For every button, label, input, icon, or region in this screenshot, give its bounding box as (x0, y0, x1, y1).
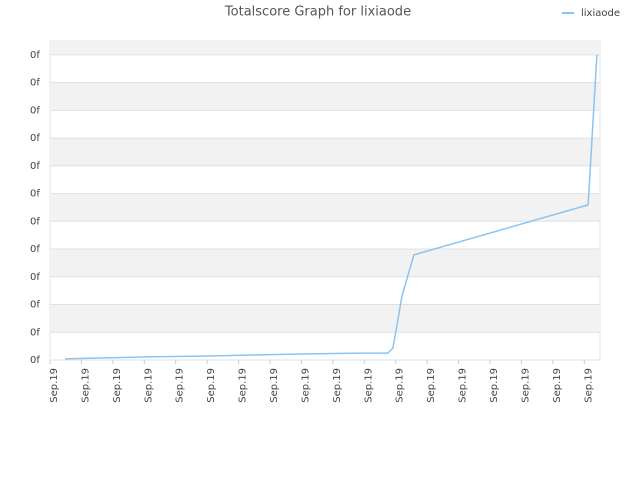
grid-band (50, 249, 600, 277)
grid-band (50, 193, 600, 222)
x-tick-label: Sep.19 (458, 368, 469, 403)
y-tick-label: 0f (30, 105, 40, 116)
x-tick-label: Sep.19 (80, 368, 91, 403)
x-tick-label: Sep.19 (363, 368, 374, 403)
y-tick-label: 0f (30, 355, 40, 366)
x-tick-label: Sep.19 (269, 368, 280, 403)
x-tick-label: Sep.19 (332, 368, 343, 403)
x-tick-label: Sep.19 (489, 368, 500, 403)
y-tick-label: 0f (30, 300, 40, 311)
x-tick-label: Sep.19 (112, 368, 123, 403)
legend-label: lixiaode (581, 8, 620, 19)
y-tick-label: 0f (30, 244, 40, 255)
chart-title: Totalscore Graph for lixiaode (224, 5, 411, 20)
x-tick-label: Sep.19 (520, 368, 531, 403)
x-tick-label: Sep.19 (206, 368, 217, 403)
x-tick-label: Sep.19 (238, 368, 249, 403)
y-tick-label: 0f (30, 50, 40, 61)
data-line (65, 55, 598, 360)
x-tick-label: Sep.19 (49, 368, 60, 403)
x-tick-label: Sep.19 (552, 368, 563, 403)
y-tick-label: 0f (30, 189, 40, 200)
y-tick-label: 0f (30, 272, 40, 283)
grid-band (50, 304, 600, 333)
y-tick-label: 0f (30, 216, 40, 227)
grid-band (50, 41, 600, 55)
x-tick-label: Sep.19 (300, 368, 311, 403)
x-tick-label: Sep.19 (175, 368, 186, 403)
x-tick-label: Sep.19 (426, 368, 437, 403)
y-tick-label: 0f (30, 133, 40, 144)
x-tick-label: Sep.19 (395, 368, 406, 403)
y-tick-label: 0f (30, 161, 40, 172)
y-tick-label: 0f (30, 327, 40, 338)
x-tick-label: Sep.19 (583, 368, 594, 403)
x-tick-label: Sep.19 (143, 368, 154, 403)
grid-band (50, 82, 600, 111)
y-tick-label: 0f (30, 78, 40, 89)
grid-band (50, 138, 600, 166)
